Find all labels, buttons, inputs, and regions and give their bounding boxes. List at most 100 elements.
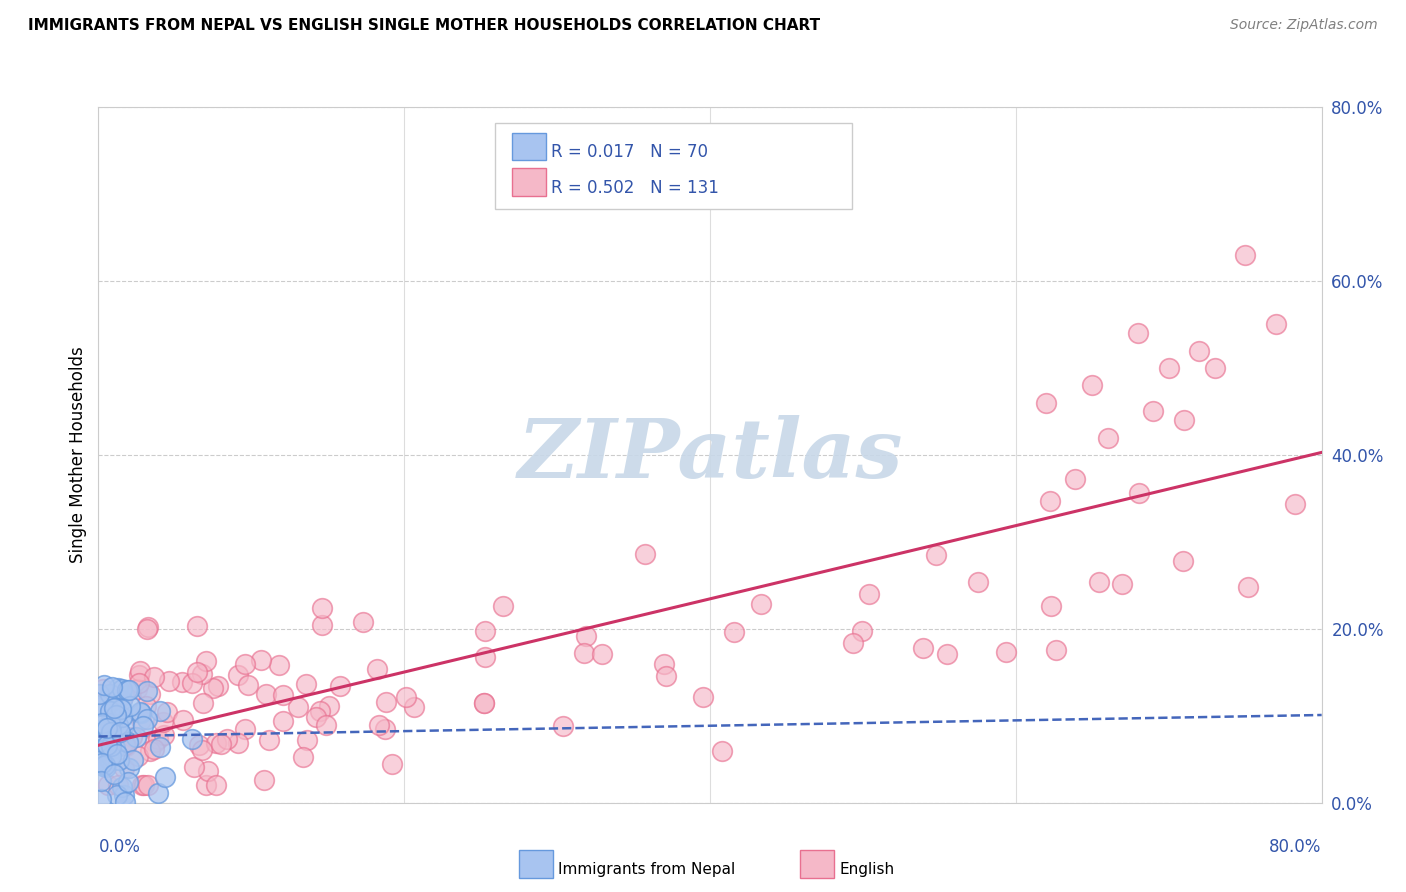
- Text: 80.0%: 80.0%: [1270, 838, 1322, 855]
- Point: [91, 681, 114, 696]
- Point: [89, 723, 111, 737]
- Point: [112, 718, 135, 732]
- Point: [122, 753, 145, 767]
- Point: [121, 730, 143, 744]
- Point: [226, 668, 249, 682]
- Point: [1097, 431, 1119, 445]
- Point: [925, 548, 948, 562]
- Point: [112, 788, 135, 802]
- Point: [858, 587, 880, 601]
- Point: [91, 759, 114, 773]
- Point: [90, 688, 112, 702]
- Text: Source: ZipAtlas.com: Source: ZipAtlas.com: [1230, 18, 1378, 32]
- Point: [911, 641, 934, 656]
- Point: [112, 688, 135, 702]
- Point: [1064, 472, 1087, 486]
- Point: [153, 728, 176, 742]
- Point: [172, 713, 194, 727]
- Point: [136, 619, 159, 633]
- Point: [156, 705, 179, 719]
- Point: [114, 796, 136, 810]
- Point: [575, 629, 598, 643]
- Point: [136, 622, 159, 636]
- Point: [98, 716, 121, 731]
- Point: [143, 742, 166, 756]
- Point: [132, 719, 155, 733]
- Point: [90, 791, 112, 805]
- Point: [98, 687, 121, 701]
- Point: [254, 687, 277, 701]
- Point: [249, 653, 271, 667]
- Point: [217, 731, 239, 746]
- Point: [115, 682, 138, 697]
- Point: [134, 778, 156, 792]
- Point: [118, 699, 141, 714]
- Point: [492, 599, 515, 613]
- Point: [329, 679, 352, 693]
- Point: [90, 757, 112, 772]
- Point: [551, 719, 574, 733]
- Point: [935, 647, 957, 661]
- Point: [105, 789, 128, 803]
- Point: [118, 761, 141, 775]
- Point: [183, 760, 205, 774]
- Point: [194, 778, 217, 792]
- Point: [107, 717, 129, 731]
- Point: [402, 699, 425, 714]
- Point: [1081, 378, 1104, 392]
- Point: [153, 770, 176, 784]
- Point: [100, 739, 122, 753]
- Point: [253, 772, 276, 787]
- Point: [271, 688, 294, 702]
- Point: [235, 722, 257, 736]
- Point: [96, 731, 118, 746]
- Point: [367, 717, 389, 731]
- Point: [186, 619, 208, 633]
- Text: Immigrants from Nepal: Immigrants from Nepal: [558, 863, 735, 877]
- Text: R = 0.502   N = 131: R = 0.502 N = 131: [551, 178, 718, 196]
- Point: [107, 692, 129, 706]
- Point: [94, 756, 117, 770]
- Point: [851, 624, 873, 638]
- Point: [117, 735, 139, 749]
- Point: [172, 675, 194, 690]
- Text: English: English: [839, 863, 894, 877]
- Point: [295, 733, 318, 747]
- Point: [101, 716, 124, 731]
- Point: [90, 716, 112, 731]
- Point: [129, 665, 152, 679]
- Point: [654, 657, 676, 671]
- Point: [1039, 599, 1062, 613]
- Point: [1264, 318, 1286, 332]
- Point: [98, 752, 121, 766]
- Point: [205, 778, 228, 792]
- Point: [143, 735, 166, 749]
- Point: [186, 665, 208, 679]
- Point: [1234, 248, 1257, 262]
- Point: [308, 704, 330, 718]
- Point: [395, 690, 418, 705]
- Point: [100, 725, 122, 739]
- Point: [105, 747, 128, 761]
- Point: [97, 778, 120, 792]
- Point: [267, 657, 290, 672]
- Point: [87, 739, 110, 753]
- Point: [181, 676, 204, 690]
- Point: [1171, 554, 1194, 568]
- Point: [104, 707, 127, 722]
- Point: [139, 687, 162, 701]
- Point: [195, 654, 218, 668]
- Point: [103, 717, 125, 731]
- Point: [1173, 413, 1195, 427]
- Point: [207, 679, 229, 693]
- Point: [128, 675, 150, 690]
- Point: [89, 698, 111, 713]
- Point: [352, 615, 374, 629]
- Point: [1142, 404, 1164, 418]
- Point: [1237, 580, 1260, 594]
- Point: [197, 764, 219, 778]
- Point: [318, 698, 340, 713]
- Point: [472, 696, 495, 710]
- Point: [91, 744, 114, 758]
- Text: 0.0%: 0.0%: [98, 838, 141, 855]
